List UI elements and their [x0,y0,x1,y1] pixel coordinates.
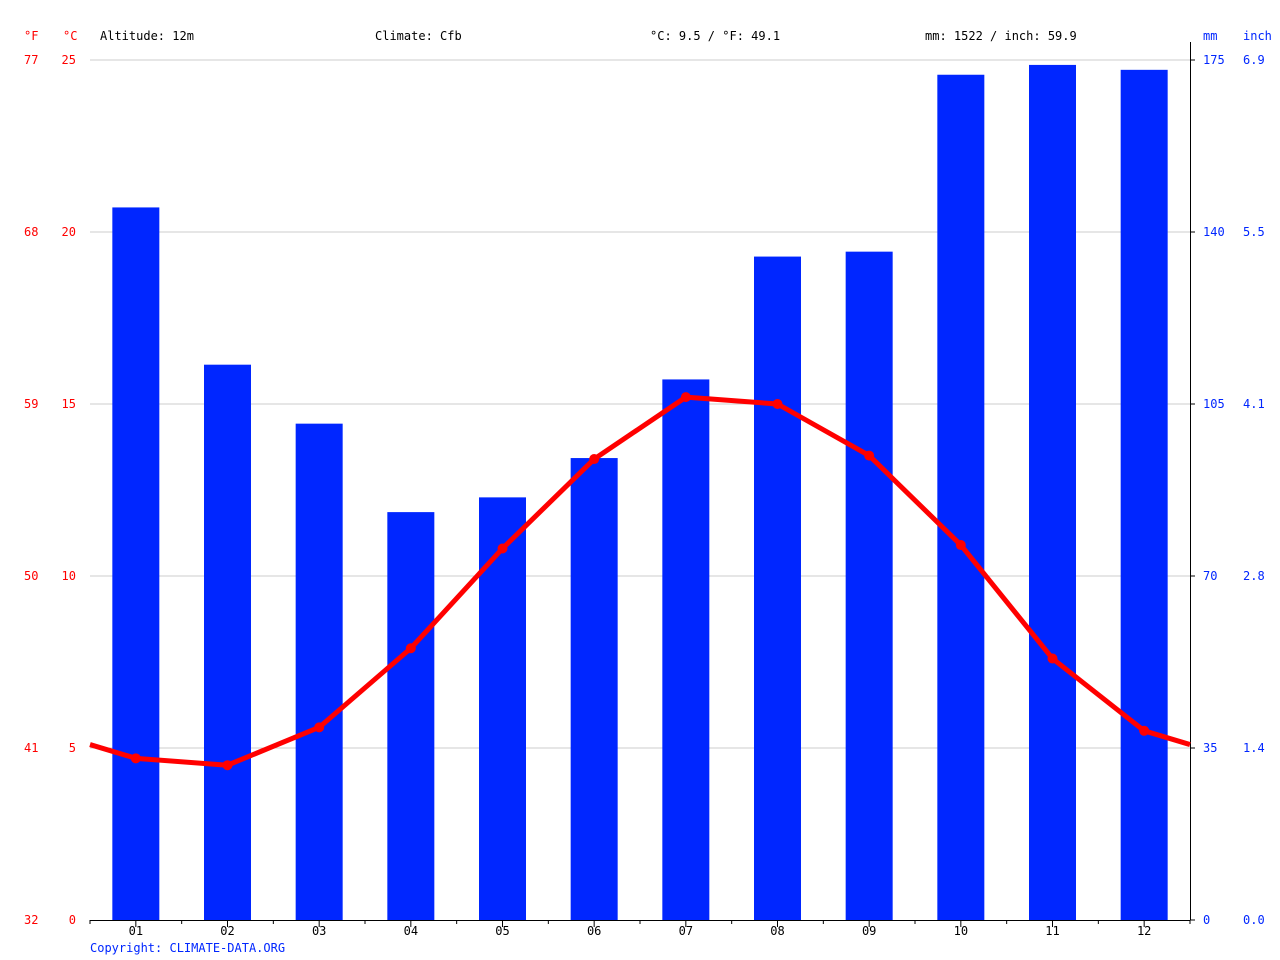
fahrenheit-tick-label: 77 [24,53,38,67]
temperature-point-12 [1139,725,1150,736]
month-tick-label: 02 [220,924,234,938]
month-tick-label: 07 [679,924,693,938]
fahrenheit-tick-label: 50 [24,569,38,583]
inch-tick-label: 2.8 [1243,569,1265,583]
precipitation-bar-11 [1029,64,1076,920]
copyright-text: Copyright: CLIMATE-DATA.ORG [90,941,285,955]
celsius-tick-label: 5 [69,741,76,755]
month-tick-label: 11 [1045,924,1059,938]
unit-mm-label: mm [1203,29,1217,43]
month-tick-label: 12 [1137,924,1151,938]
inch-tick-label: 6.9 [1243,53,1265,67]
temperature-point-11 [1047,653,1058,664]
month-tick-label: 08 [770,924,784,938]
mm-tick-label: 105 [1203,397,1225,411]
month-tick-label: 04 [404,924,418,938]
celsius-tick-label: 15 [62,397,76,411]
temperature-point-06 [589,454,600,465]
mm-tick-label: 140 [1203,225,1225,239]
temperature-point-09 [864,450,875,461]
precipitation-bar-05 [479,497,526,920]
celsius-tick-label: 10 [62,569,76,583]
unit-f-label: °F [24,29,38,43]
month-tick-label: 06 [587,924,601,938]
inch-tick-label: 0.0 [1243,913,1265,927]
temperature-point-03 [314,722,325,733]
precipitation-bar-02 [204,364,251,921]
mm-tick-label: 175 [1203,53,1225,67]
gridlines [90,59,1190,749]
fahrenheit-tick-label: 41 [24,741,38,755]
temperature-point-08 [772,399,783,409]
average-temperature-label: °C: 9.5 / °F: 49.1 [650,29,780,43]
temperature-point-07 [680,392,691,403]
precipitation-bar-01 [112,207,160,920]
precipitation-bar-09 [845,251,893,920]
temperature-point-02 [222,760,233,771]
precipitation-bar-07 [662,379,710,920]
precipitation-bar-04 [387,512,435,920]
climate-label: Climate: Cfb [375,29,462,43]
tick-labels: 32 0 0 0.0 41 5 35 1.4 50 10 70 2.8 59 15 105 4.1 68 20 14… [24,53,1265,938]
axes [89,42,1195,927]
altitude-label: Altitude: 12m [100,29,194,43]
mm-tick-label: 35 [1203,741,1217,755]
inch-tick-label: 5.5 [1243,225,1265,239]
temperature-line [89,392,1191,771]
inch-tick-label: 1.4 [1243,741,1265,755]
month-tick-label: 10 [954,924,968,938]
precipitation-bar-10 [937,74,985,920]
precipitation-total-label: mm: 1522 / inch: 59.9 [925,29,1077,43]
month-tick-label: 05 [495,924,509,938]
fahrenheit-tick-label: 59 [24,397,38,411]
fahrenheit-tick-label: 32 [24,913,38,927]
precipitation-bar-12 [1120,69,1168,921]
month-tick-label: 01 [129,924,143,938]
precipitation-bar-03 [295,423,343,920]
celsius-tick-label: 0 [69,913,76,927]
celsius-tick-label: 20 [62,225,76,239]
precipitation-bar-08 [754,256,801,921]
temperature-point-04 [405,643,416,654]
celsius-tick-label: 25 [62,53,76,67]
temperature-polyline [89,394,1191,768]
inch-tick-label: 4.1 [1243,397,1265,411]
month-tick-label: 03 [312,924,326,938]
unit-inch-label: inch [1243,29,1272,43]
fahrenheit-tick-label: 68 [24,225,38,239]
mm-tick-label: 0 [1203,913,1210,927]
unit-c-label: °C [63,29,77,43]
mm-tick-label: 70 [1203,569,1217,583]
temperature-point-10 [955,540,966,551]
temperature-point-05 [497,543,508,554]
precipitation-bar-06 [570,458,618,920]
month-tick-label: 09 [862,924,876,938]
precipitation-bars [112,64,1168,921]
temperature-point-01 [130,753,141,764]
